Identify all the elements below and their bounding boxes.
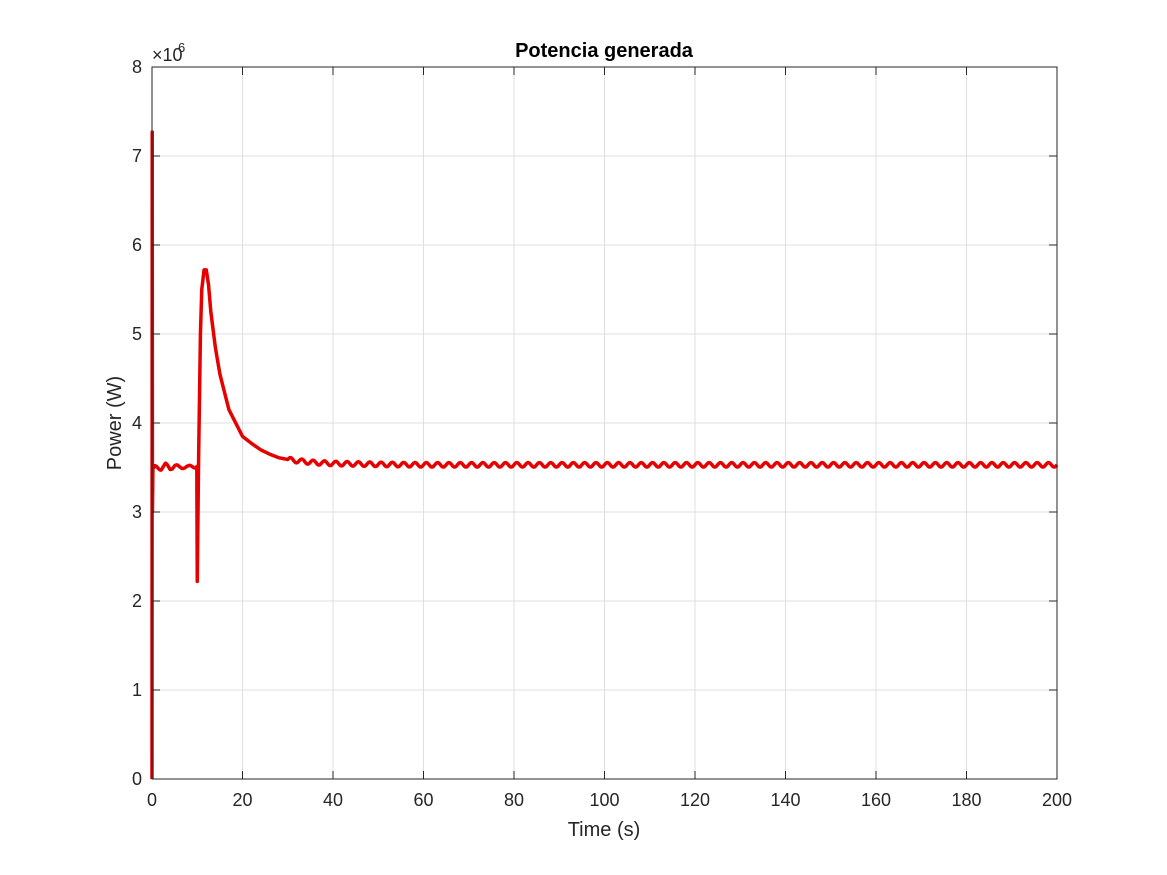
y-tick-label: 2 — [132, 591, 142, 611]
y-exponent-base: ×10 — [152, 45, 183, 65]
y-exponent-power: 6 — [178, 40, 185, 55]
x-tick-label: 140 — [770, 790, 800, 810]
power-series-line — [150, 130, 1059, 780]
y-tick-label: 6 — [132, 235, 142, 255]
x-tick-label: 40 — [323, 790, 343, 810]
x-tick-label: 180 — [951, 790, 981, 810]
x-tick-label: 120 — [680, 790, 710, 810]
y-tick-label: 7 — [132, 146, 142, 166]
ticks — [151, 66, 1058, 780]
series-layer — [150, 130, 1059, 780]
grid — [152, 67, 1057, 779]
y-tick-label: 4 — [132, 413, 142, 433]
chart-title: Potencia generada — [515, 40, 694, 62]
tick-labels: 0 20 40 60 80 100 120 140 160 180 200 0 1 2 3 4 5 6 7 8 — [132, 57, 1072, 810]
x-tick-label: 60 — [413, 790, 433, 810]
y-tick-label: 5 — [132, 324, 142, 344]
x-tick-label: 100 — [589, 790, 619, 810]
y-tick-label: 1 — [132, 680, 142, 700]
x-tick-label: 200 — [1042, 790, 1072, 810]
y-tick-label: 0 — [132, 769, 142, 789]
y-tick-label: 8 — [132, 57, 142, 77]
x-tick-label: 160 — [861, 790, 891, 810]
x-axis-label: Time (s) — [568, 819, 641, 841]
x-tick-label: 20 — [232, 790, 252, 810]
x-tick-label: 0 — [147, 790, 157, 810]
y-axis-label: Power (W) — [104, 376, 126, 470]
x-tick-label: 80 — [504, 790, 524, 810]
y-tick-label: 3 — [132, 502, 142, 522]
